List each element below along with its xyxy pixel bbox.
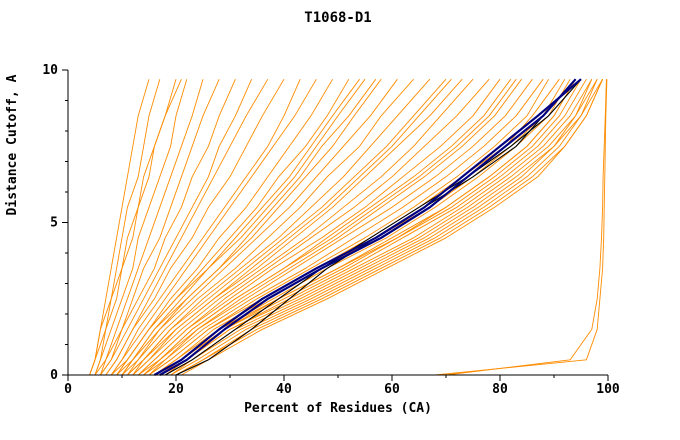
- prediction-curve: [127, 78, 452, 376]
- prediction-curve: [435, 79, 608, 376]
- x-tick-label: 0: [64, 382, 72, 397]
- chart-title: T1068-D1: [304, 10, 371, 26]
- prediction-curve: [89, 79, 150, 376]
- y-tick-label: 0: [50, 368, 58, 383]
- prediction-curve: [99, 79, 220, 376]
- prediction-curve: [445, 79, 607, 376]
- prediction-curve: [89, 79, 182, 376]
- prediction-curve: [143, 78, 522, 376]
- prediction-curve: [110, 78, 317, 376]
- prediction-curve: [181, 79, 604, 376]
- prediction-curve: [132, 78, 474, 376]
- prediction-curve: [100, 79, 236, 376]
- curves-layer: [89, 78, 608, 376]
- prediction-curve: [132, 78, 463, 376]
- prediction-curve: [100, 79, 253, 376]
- prediction-curve: [121, 78, 382, 376]
- prediction-curve: [170, 78, 598, 376]
- prediction-curve: [175, 78, 603, 376]
- prediction-curve: [159, 78, 576, 376]
- x-tick-label: 80: [492, 382, 508, 397]
- prediction-curve: [94, 79, 177, 376]
- axes-layer: 0 20 40 60 80 100 0 5 10: [42, 63, 620, 397]
- y-tick-label: 5: [50, 216, 58, 231]
- reference-curve: [164, 78, 582, 376]
- highlight-curve: [153, 78, 582, 376]
- y-axis-label: Distance Cutoff, A: [5, 74, 20, 215]
- prediction-curve: [121, 78, 366, 376]
- prediction-curve: [143, 78, 512, 376]
- prediction-curve: [116, 78, 350, 376]
- prediction-curve: [110, 79, 301, 376]
- x-tick-label: 40: [276, 382, 292, 397]
- y-tick-label: 10: [42, 63, 58, 78]
- prediction-curve: [105, 78, 285, 376]
- prediction-curve: [137, 78, 501, 376]
- prediction-curve: [164, 78, 593, 376]
- prediction-curve: [94, 79, 204, 376]
- prediction-curve: [121, 78, 398, 376]
- x-tick-label: 60: [384, 382, 400, 397]
- x-axis-label: Percent of Residues (CA): [244, 401, 432, 416]
- x-tick-label: 20: [168, 382, 184, 397]
- prediction-curve: [89, 79, 161, 376]
- prediction-curve: [143, 78, 533, 376]
- prediction-curve: [170, 79, 598, 376]
- prediction-curve: [127, 78, 414, 376]
- prediction-curve: [132, 78, 447, 376]
- prediction-curve: [154, 78, 571, 376]
- highlight-curve: [159, 78, 577, 376]
- x-tick-label: 100: [596, 382, 620, 397]
- prediction-curve: [94, 79, 188, 376]
- prediction-curve: [148, 78, 544, 376]
